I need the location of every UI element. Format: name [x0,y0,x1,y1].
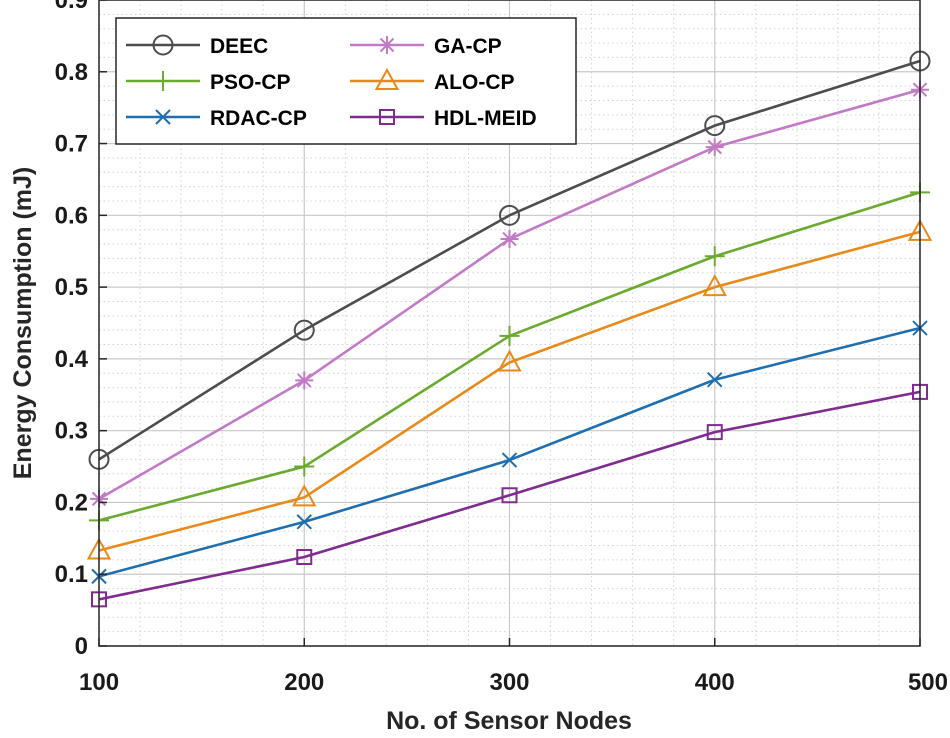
y-tick-label: 0.3 [55,418,88,445]
legend-entry-hdl-meid: HDL-MEID [350,107,537,130]
data-point-ga-cp [295,371,314,390]
y-tick-label: 0.8 [55,59,88,86]
legend-marker-pso-cp [153,71,173,91]
legend-label-pso-cp: PSO-CP [210,71,291,94]
legend-entry-alo-cp: ALO-CP [350,67,515,94]
y-tick-labels: 0 0.1 0.2 0.3 0.4 0.5 0.6 0.7 0.8 0.9 [55,0,89,660]
legend-label-deec: DEEC [210,35,268,58]
data-point-pso-cp [294,456,315,477]
data-point-ga-cp [500,230,519,249]
data-point-deec [293,319,315,341]
data-point-hdl-meid [296,548,313,565]
y-axis-label: Energy Consumption (mJ) [9,167,37,480]
legend-label-hdl-meid: HDL-MEID [434,107,537,130]
axis-ticks [98,0,921,647]
series-line-deec [98,59,921,461]
series-alo-cp [86,218,933,560]
data-point-alo-cp [292,484,317,507]
data-point-pso-cp [704,246,725,267]
legend-label-alo-cp: ALO-CP [434,71,515,94]
data-point-alo-cp [497,349,522,372]
data-point-rdac-cp [501,452,518,468]
y-tick-label: 0.7 [55,131,88,158]
legend-marker-alo-cp [374,67,400,90]
legend-entry-rdac-cp: RDAC-CP [126,107,307,130]
legend-entry-ga-cp: GA-CP [350,35,502,58]
series-line-alo-cp [98,230,921,552]
y-tick-label: 0.5 [55,274,88,301]
data-point-hdl-meid [706,424,723,441]
x-tick-labels: 100 200 300 400 500 [79,669,948,696]
y-tick-label: 0.6 [55,202,88,229]
data-point-pso-cp [499,325,520,346]
x-axis-label: No. of Sensor Nodes [386,707,632,735]
data-point-alo-cp [702,274,727,297]
series-deec [88,50,931,470]
data-point-deec [499,204,520,226]
data-point-rdac-cp [707,371,723,388]
data-point-ga-cp [705,138,724,157]
legend-marker-deec [152,34,174,56]
y-tick-label: 0 [75,633,88,660]
legend-entry-pso-cp: PSO-CP [126,71,291,94]
data-point-hdl-meid [501,487,518,504]
legend-label-ga-cp: GA-CP [434,35,502,58]
x-tick-label: 300 [489,669,529,696]
legend-marker-rdac-cp [155,109,171,125]
x-tick-label: 400 [695,669,735,696]
legend-marker-hdl-meid [379,109,395,125]
series-line-hdl-meid [98,390,921,601]
x-tick-label: 100 [79,669,119,696]
data-point-rdac-cp [296,514,312,530]
data-point-deec [704,115,726,137]
legend-label-rdac-cp: RDAC-CP [210,107,307,130]
legend: DEEC GA-CP PSO-CP ALO-CP RDAC-CP HDL-MEID [115,17,577,145]
y-tick-label: 0.4 [55,346,89,373]
y-tick-label: 0.1 [55,561,88,588]
x-tick-label: 200 [284,669,324,696]
legend-entry-deec: DEEC [126,34,268,58]
y-tick-label: 0.2 [55,489,88,516]
series-layer [86,50,933,608]
y-tick-label: 0.9 [55,0,88,14]
x-tick-label: 500 [908,669,948,696]
series-hdl-meid [91,383,928,608]
legend-marker-ga-cp [378,36,396,54]
